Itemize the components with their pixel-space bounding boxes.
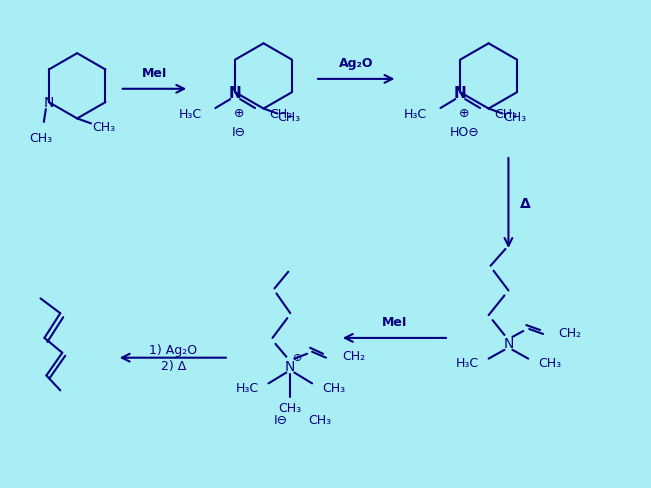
Text: CH₃: CH₃ [279, 401, 302, 414]
Text: MeI: MeI [142, 67, 167, 80]
Text: N: N [285, 359, 296, 373]
Text: MeI: MeI [381, 315, 407, 328]
Text: CH₂: CH₂ [558, 327, 581, 340]
Text: 1) Ag₂O: 1) Ag₂O [149, 344, 197, 357]
Text: I⊖: I⊖ [232, 126, 246, 139]
Text: CH₃: CH₃ [29, 132, 53, 145]
Text: ⊕: ⊕ [292, 352, 302, 362]
Text: HO⊖: HO⊖ [449, 126, 479, 139]
Text: CH₃: CH₃ [269, 108, 292, 121]
Text: CH₃: CH₃ [322, 381, 345, 394]
Text: H₃C: H₃C [178, 108, 202, 121]
Text: 2) Δ: 2) Δ [161, 359, 186, 372]
Text: CH₃: CH₃ [503, 111, 526, 123]
Text: ⊕: ⊕ [234, 106, 244, 119]
Text: N: N [503, 336, 514, 350]
Text: CH₃: CH₃ [278, 111, 301, 123]
Text: I⊖: I⊖ [273, 414, 288, 427]
Text: CH₃: CH₃ [494, 108, 517, 121]
Text: Ag₂O: Ag₂O [339, 57, 374, 70]
Text: CH₃: CH₃ [538, 356, 561, 369]
Text: N: N [454, 85, 467, 101]
Text: CH₃: CH₃ [92, 121, 115, 134]
Text: CH₂: CH₂ [342, 349, 365, 363]
Text: H₃C: H₃C [456, 356, 478, 369]
Text: ⊕: ⊕ [459, 106, 469, 119]
Text: N: N [229, 85, 242, 101]
Text: Δ: Δ [520, 197, 531, 210]
Text: N: N [44, 96, 54, 110]
Text: CH₃: CH₃ [308, 414, 331, 427]
Text: H₃C: H₃C [404, 108, 426, 121]
Text: H₃C: H₃C [236, 381, 258, 394]
